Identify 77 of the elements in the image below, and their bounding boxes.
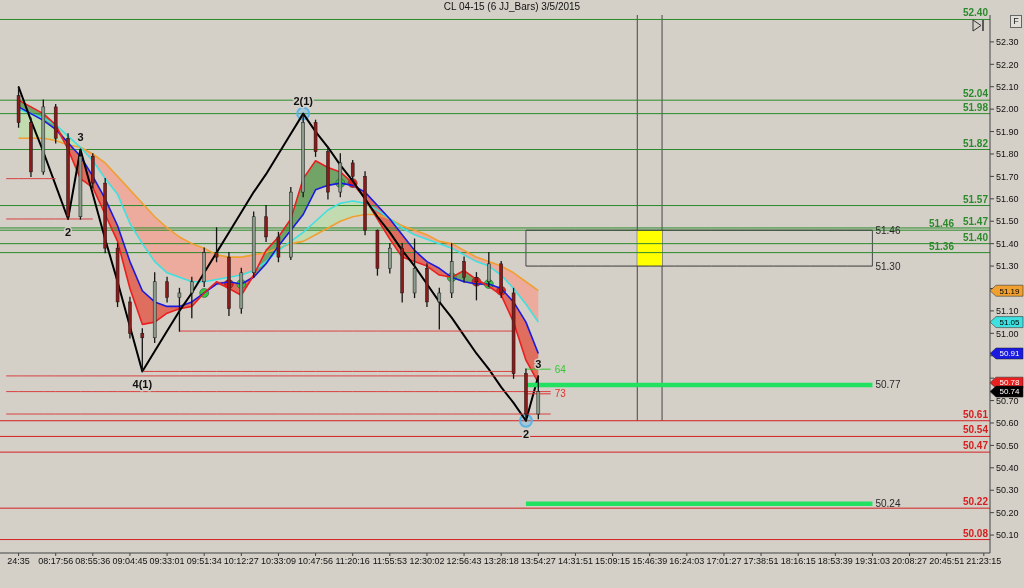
x-tick-label: 09:33:01 (149, 556, 185, 567)
x-tick-label: 08:17:56 (38, 556, 74, 567)
x-tick-label: 18:16:15 (780, 556, 816, 567)
x-tick-label: 18:53:39 (817, 556, 853, 567)
x-tick-label: 13:54:27 (520, 556, 556, 567)
x-tick-label: 10:12:27 (223, 556, 259, 567)
annotation: 64 (554, 363, 567, 375)
chart-title: CL 04-15 (6 JJ_Bars) 3/5/2015 (443, 1, 581, 12)
ref-line-label: 50.08 (962, 527, 989, 539)
x-tick-label: 24:35 (7, 556, 30, 567)
ref-line-label: 51.98 (962, 101, 989, 113)
ref-line-label: 50.61 (962, 408, 989, 420)
y-tick-label: 50.70 (996, 395, 1019, 406)
x-tick-label: 17:38:51 (743, 556, 779, 567)
annotation: 3 (77, 131, 84, 144)
text: 50.91 (999, 349, 1021, 359)
ref-line-label: 52.40 (962, 7, 989, 19)
text: 51.05 (999, 317, 1021, 327)
annotation: 3 (535, 357, 542, 370)
x-tick-label: 12:30:02 (409, 556, 445, 567)
ref-line-label: 52.04 (962, 88, 989, 100)
y-tick-label: 52.00 (996, 104, 1019, 115)
y-tick-label: 50.60 (996, 418, 1019, 429)
y-tick-label: 51.30 (996, 261, 1019, 272)
y-tick-label: 50.20 (996, 507, 1019, 518)
y-tick-label: 52.20 (996, 59, 1019, 70)
y-tick-label: 51.40 (996, 238, 1019, 249)
x-tick-label: 21:23:15 (966, 556, 1002, 567)
text: 50.74 (999, 387, 1021, 397)
y-tick-label: 51.70 (996, 171, 1019, 182)
y-tick-label: 52.30 (996, 37, 1019, 48)
data-label: 50.77 (875, 379, 901, 391)
y-tick-label: 50.30 (996, 485, 1019, 496)
ref-line-label: 51.40 (962, 231, 989, 243)
x-tick-label: 16:24:03 (669, 556, 705, 567)
ref-line-label: 50.22 (962, 496, 989, 508)
x-tick-label: 14:31:51 (557, 556, 593, 567)
y-tick-label: 51.10 (996, 306, 1019, 317)
square-button: F (1010, 15, 1022, 28)
x-tick-label: 20:45:51 (929, 556, 965, 567)
ref-line-label: 50.47 (962, 440, 989, 452)
data-label: 50.24 (875, 498, 901, 510)
ref-line-label: 51.82 (962, 137, 989, 149)
ref-line-label: 51.57 (962, 193, 989, 205)
x-tick-label: 10:47:56 (298, 556, 334, 567)
ref-line-label: 51.36 (928, 240, 955, 252)
x-tick-label: 15:46:39 (632, 556, 668, 567)
x-tick-label: 12:56:43 (446, 556, 482, 567)
x-tick-label: 17:01:27 (706, 556, 742, 567)
x-tick-label: 13:28:18 (483, 556, 519, 567)
y-tick-label: 51.80 (996, 149, 1019, 160)
x-tick-label: 20:08:27 (892, 556, 928, 567)
y-tick-label: 50.40 (996, 463, 1019, 474)
x-tick-label: 08:55:36 (75, 556, 111, 567)
x-tick-label: 10:33:09 (260, 556, 296, 567)
data-label: 51.30 (875, 260, 901, 272)
x-tick-label: 15:09:15 (595, 556, 631, 567)
text: 51.19 (999, 286, 1021, 296)
x-tick-label: 09:04:45 (112, 556, 148, 567)
x-tick-label: 19:31:03 (854, 556, 890, 567)
x-tick-label: 11:20:16 (335, 556, 370, 567)
y-tick-label: 51.60 (996, 194, 1019, 205)
ref-line-label: 50.54 (962, 424, 989, 436)
y-tick-label: 50.50 (996, 440, 1019, 451)
y-tick-label: 50.10 (996, 530, 1019, 541)
x-tick-label: 09:51:34 (186, 556, 222, 567)
y-tick-label: 51.00 (996, 328, 1019, 339)
y-tick-label: 51.90 (996, 126, 1019, 137)
y-tick-label: 52.10 (996, 81, 1019, 92)
text: 50.78 (999, 378, 1021, 388)
ref-line-label: 51.47 (962, 215, 989, 227)
data-label: 51.46 (875, 224, 901, 236)
y-tick-label: 51.50 (996, 216, 1019, 227)
ref-line-label: 51.46 (928, 218, 955, 230)
annotation: 73 (554, 388, 567, 400)
annotation: 4(1) (132, 378, 153, 391)
x-tick-label: 11:55:53 (372, 556, 407, 567)
